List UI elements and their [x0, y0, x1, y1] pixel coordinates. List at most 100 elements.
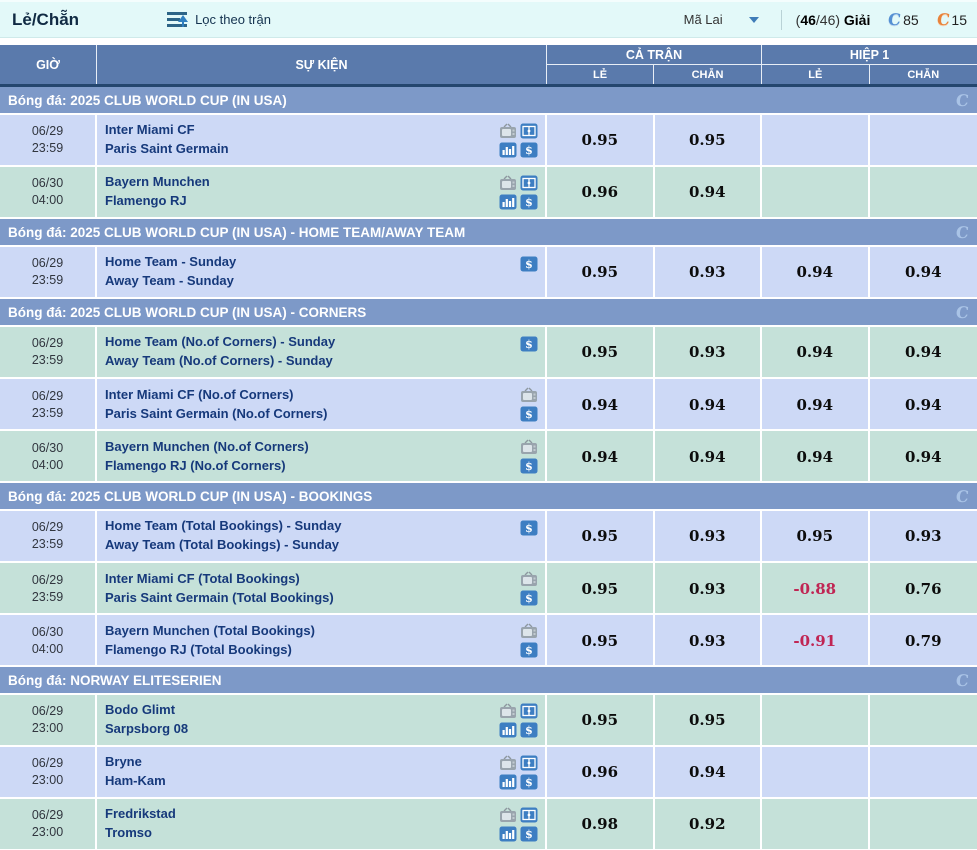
odds-format-dropdown[interactable]: Mã Lai [676, 9, 767, 30]
odds-cell-ft-even[interactable]: 0.94 [655, 167, 762, 217]
odds-cell-ft-odd[interactable]: 0.95 [547, 115, 655, 165]
odds-cell-h1-odd[interactable]: 0.94 [762, 247, 870, 297]
odds-cell-ft-odd[interactable]: 0.95 [547, 563, 655, 614]
live-center-icon[interactable] [520, 123, 538, 139]
orange-count-badge[interactable]: C 15 [936, 10, 967, 29]
odds-cell-h1-even[interactable] [870, 115, 977, 165]
odds-cell-ft-even[interactable]: 0.93 [655, 327, 762, 377]
match-time-cell: 06/30 04:00 [0, 167, 97, 217]
filter-by-match-button[interactable]: Lọc theo trận [167, 12, 271, 27]
odds-cell-h1-even[interactable]: 0.79 [904, 631, 942, 650]
odds-cell-ft-odd[interactable]: 0.96 [547, 167, 655, 217]
live-center-icon[interactable] [520, 175, 538, 191]
odds-cell-h1-even[interactable] [870, 747, 977, 797]
odds-cell-h1-even[interactable] [870, 167, 977, 217]
section-refresh-icon[interactable]: C [955, 303, 970, 322]
odds-cell-ft-even[interactable]: 0.93 [655, 615, 762, 666]
odds-cell-ft-odd[interactable]: 0.96 [547, 747, 655, 797]
tv-icon[interactable] [520, 571, 538, 587]
tv-icon[interactable] [499, 755, 517, 771]
section-refresh-icon[interactable]: C [955, 223, 970, 242]
dollar-icon[interactable]: $ [520, 336, 538, 352]
odds-cell-h1-odd[interactable] [762, 747, 870, 797]
dollar-icon[interactable]: $ [520, 520, 538, 536]
odds-cell-h1-even[interactable]: 0.94 [904, 263, 942, 281]
odds-cell-ft-odd[interactable]: 0.95 [547, 615, 655, 666]
odds-cell-h1-even[interactable]: 0.93 [904, 527, 942, 545]
odds-cell-ft-odd[interactable]: 0.95 [547, 695, 655, 745]
stats-chart-icon[interactable] [499, 722, 517, 738]
dollar-icon[interactable]: $ [520, 590, 538, 606]
dollar-icon[interactable]: $ [520, 826, 538, 842]
odds-cell-h1-odd[interactable] [762, 799, 870, 849]
odds-cell-h1-even[interactable] [870, 695, 977, 745]
live-center-icon[interactable] [520, 807, 538, 823]
odds-cell-h1-even[interactable]: 0.76 [904, 579, 942, 598]
teams: Inter Miami CF Paris Saint Germain [105, 121, 499, 159]
odds-cell-ft-odd[interactable]: 0.95 [547, 327, 655, 377]
odds-cell-h1-even[interactable] [870, 799, 977, 849]
dollar-icon[interactable]: $ [520, 142, 538, 158]
stats-chart-icon[interactable] [499, 194, 517, 210]
match-row: 06/29 23:59 Home Team - Sunday Away Team… [0, 247, 977, 299]
odds-cell-h1-odd[interactable] [762, 167, 870, 217]
odds-cell-ft-odd[interactable]: 0.94 [547, 431, 655, 482]
section-rows: 06/29 23:59 Home Team (Total Bookings) -… [0, 511, 977, 667]
odds-cell-h1-odd[interactable] [762, 695, 870, 745]
home-team: Bayern Munchen (Total Bookings) [105, 622, 315, 638]
dollar-icon[interactable]: $ [520, 722, 538, 738]
tv-icon[interactable] [499, 807, 517, 823]
odds-cell-ft-even[interactable]: 0.92 [655, 799, 762, 849]
blue-count-badge[interactable]: C 85 [887, 10, 918, 29]
odds-cell-ft-odd[interactable]: 0.98 [547, 799, 655, 849]
dollar-icon[interactable]: $ [520, 458, 538, 474]
dollar-icon[interactable]: $ [520, 194, 538, 210]
section-refresh-icon[interactable]: C [955, 671, 970, 690]
match-event-cell: Fredrikstad Tromso $ [97, 799, 547, 849]
odds-cell-h1-odd[interactable] [762, 115, 870, 165]
live-center-icon[interactable] [520, 755, 538, 771]
live-center-icon[interactable] [520, 703, 538, 719]
col-header-ft-odd: LẺ [547, 65, 654, 84]
tv-icon[interactable] [520, 623, 538, 639]
odds-cell-h1-even[interactable]: 0.94 [904, 343, 942, 361]
odds-cell-h1-odd[interactable]: 0.94 [762, 379, 870, 430]
tv-icon[interactable] [499, 123, 517, 139]
home-team: Inter Miami CF [105, 122, 195, 138]
dollar-icon[interactable]: $ [520, 256, 538, 272]
odds-cell-ft-even[interactable]: 0.94 [655, 379, 762, 430]
odds-cell-ft-odd[interactable]: 0.94 [547, 379, 655, 430]
dollar-icon[interactable]: $ [520, 642, 538, 658]
odds-cell-ft-even[interactable]: 0.95 [655, 115, 762, 165]
section-refresh-icon[interactable]: C [955, 91, 970, 110]
odds-cell-ft-even[interactable]: 0.93 [655, 511, 762, 561]
odds-cell-h1-odd[interactable]: 0.94 [762, 431, 870, 482]
dollar-icon[interactable]: $ [520, 774, 538, 790]
stats-chart-icon[interactable] [499, 774, 517, 790]
dollar-icon[interactable]: $ [520, 406, 538, 422]
match-event-cell: Home Team - Sunday Away Team - Sunday $ [97, 247, 547, 297]
match-time-cell: 06/30 04:00 [0, 431, 97, 482]
odds-cell-ft-even[interactable]: 0.94 [655, 747, 762, 797]
odds-cell-h1-odd[interactable]: -0.88 [762, 563, 870, 614]
odds-cell-h1-odd[interactable]: 0.95 [762, 511, 870, 561]
odds-cell-h1-even[interactable]: 0.94 [904, 395, 942, 414]
tv-icon[interactable] [499, 175, 517, 191]
tv-icon[interactable] [499, 703, 517, 719]
odds-cell-ft-even[interactable]: 0.95 [655, 695, 762, 745]
odds-cell-h1-odd[interactable]: 0.94 [762, 327, 870, 377]
match-time: 23:59 [31, 141, 64, 155]
odds-cell-ft-odd[interactable]: 0.95 [547, 511, 655, 561]
odds-cell-ft-even[interactable]: 0.94 [655, 431, 762, 482]
match-event-cell: Bayern Munchen Flamengo RJ $ [97, 167, 547, 217]
stats-chart-icon[interactable] [499, 826, 517, 842]
odds-cell-ft-even[interactable]: 0.93 [655, 247, 762, 297]
tv-icon[interactable] [520, 439, 538, 455]
odds-cell-ft-odd[interactable]: 0.95 [547, 247, 655, 297]
odds-cell-h1-even[interactable]: 0.94 [904, 447, 942, 466]
section-refresh-icon[interactable]: C [955, 487, 970, 506]
stats-chart-icon[interactable] [499, 142, 517, 158]
odds-cell-ft-even[interactable]: 0.93 [655, 563, 762, 614]
tv-icon[interactable] [520, 387, 538, 403]
odds-cell-h1-odd[interactable]: -0.91 [762, 615, 870, 666]
